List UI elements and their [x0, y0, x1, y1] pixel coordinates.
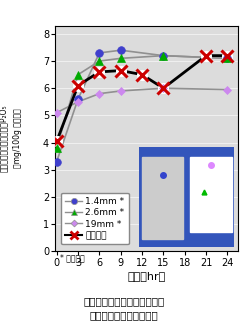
Text: （mg/100g 風乾土）: （mg/100g 風乾土） [13, 109, 22, 168]
Text: 図１　不振とう水抽出法での
　　　抽出量の経時変化: 図１ 不振とう水抽出法での 抽出量の経時変化 [83, 296, 165, 320]
Text: * 土壌層厚: * 土壌層厚 [60, 253, 85, 262]
Legend: 1.4mm *, 2.6mm *, 19mm *, 振とう法: 1.4mm *, 2.6mm *, 19mm *, 振とう法 [61, 193, 129, 244]
Text: 不振とう水抽出法によるP₂O₅: 不振とう水抽出法によるP₂O₅ [0, 105, 8, 172]
X-axis label: 時間（hr）: 時間（hr） [127, 271, 165, 281]
